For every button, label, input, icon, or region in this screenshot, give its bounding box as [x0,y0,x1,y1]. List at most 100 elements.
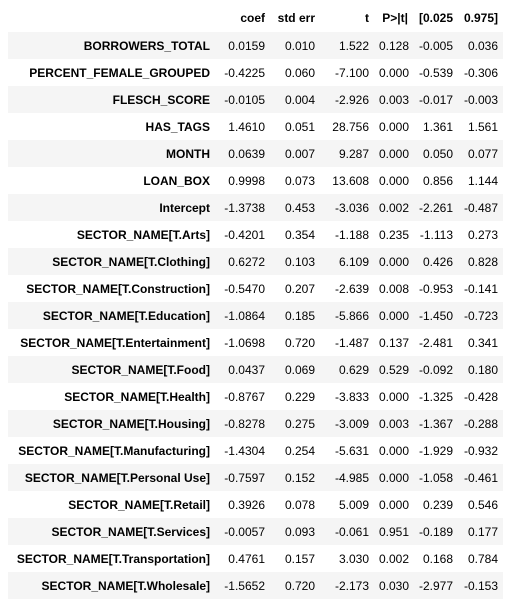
cell-ci-high: 0.341 [467,335,498,350]
cell-ci-high: -0.153 [463,578,498,593]
row-label: SECTOR_NAME[T.Clothing] [52,254,210,269]
cell-ci-high: -0.932 [463,443,498,458]
table-row: SECTOR_NAME[T.Services] -0.0057 0.093 -0.06… [8,518,503,545]
cell-t: 28.756 [332,119,369,134]
cell-p-value: 0.002 [379,200,410,215]
table-row: SECTOR_NAME[T.Manufacturing] -1.4304 0.254… [8,437,503,464]
cell-std-err: 0.010 [284,38,315,53]
cell-coef: -0.0057 [224,524,265,539]
cell-ci-low: -1.367 [418,416,453,431]
header-index [8,3,215,32]
table-row: LOAN_BOX 0.9998 0.073 13.608 0.000 0.856 1.144 [8,167,503,194]
cell-t: -2.926 [334,92,369,107]
cell-p-value: 0.529 [379,362,410,377]
cell-p-value: 0.002 [379,551,410,566]
cell-ci-low: -2.481 [418,335,453,350]
cell-coef: 1.4610 [228,119,265,134]
header-coef: coef [215,3,270,32]
row-label: SECTOR_NAME[T.Education] [42,308,210,323]
cell-ci-high: 0.177 [467,524,498,539]
cell-std-err: 0.004 [284,92,315,107]
header-p-value: P>|t| [374,3,413,32]
cell-ci-high: 0.546 [467,497,498,512]
row-label: SECTOR_NAME[T.Wholesale] [41,578,210,593]
row-label: FLESCH_SCORE [112,92,210,107]
cell-coef: 0.0159 [228,38,265,53]
cell-p-value: 0.235 [379,227,410,242]
cell-t: -0.061 [334,524,369,539]
cell-ci-low: 0.426 [422,254,453,269]
cell-ci-high: 0.180 [467,362,498,377]
regression-results-table: coef std err t P>|t| [0.025 0.975] BORRO… [8,3,503,599]
cell-coef: -0.4201 [224,227,265,242]
cell-std-err: 0.354 [284,227,315,242]
cell-std-err: 0.103 [284,254,315,269]
cell-ci-high: 0.784 [467,551,498,566]
row-label: BORROWERS_TOTAL [83,38,210,53]
cell-t: -2.173 [334,578,369,593]
cell-ci-low: -0.539 [418,65,453,80]
table-row: FLESCH_SCORE -0.0105 0.004 -2.926 0.003 -0.01… [8,86,503,113]
cell-t: 1.522 [338,38,369,53]
cell-p-value: 0.000 [379,497,410,512]
header-row: coef std err t P>|t| [0.025 0.975] [8,3,503,32]
cell-p-value: 0.030 [379,578,410,593]
cell-ci-low: 1.361 [422,119,453,134]
cell-t: -3.833 [334,389,369,404]
cell-std-err: 0.207 [284,281,315,296]
cell-std-err: 0.720 [284,578,315,593]
row-label: Intercept [159,200,210,215]
cell-t: -2.639 [334,281,369,296]
cell-ci-low: -1.325 [418,389,453,404]
cell-coef: -1.3738 [224,200,265,215]
table-row: HAS_TAGS 1.4610 0.051 28.756 0.000 1.361 1.561 [8,113,503,140]
cell-t: -5.866 [334,308,369,323]
cell-ci-low: 0.050 [422,146,453,161]
cell-std-err: 0.069 [284,362,315,377]
cell-coef: -0.4225 [224,65,265,80]
cell-coef: -0.8767 [224,389,265,404]
cell-std-err: 0.060 [284,65,315,80]
row-label: SECTOR_NAME[T.Entertainment] [20,335,210,350]
table-row: MONTH 0.0639 0.007 9.287 0.000 0.050 0.077 [8,140,503,167]
cell-t: -4.985 [334,470,369,485]
cell-coef: 0.0437 [228,362,265,377]
cell-ci-high: 0.273 [467,227,498,242]
table-row: SECTOR_NAME[T.Education] -1.0864 0.185 -5.8… [8,302,503,329]
cell-ci-low: -2.977 [418,578,453,593]
cell-coef: 0.0639 [228,146,265,161]
cell-coef: 0.9998 [228,173,265,188]
row-label: SECTOR_NAME[T.Health] [64,389,210,404]
cell-std-err: 0.275 [284,416,315,431]
cell-t: -7.100 [334,65,369,80]
cell-t: 13.608 [332,173,369,188]
cell-p-value: 0.000 [379,389,410,404]
cell-ci-low: -0.953 [418,281,453,296]
row-label: SECTOR_NAME[T.Manufacturing] [18,443,210,458]
cell-p-value: 0.000 [379,173,410,188]
table-row: PERCENT_FEMALE_GROUPED -0.4225 0.060 -7.100… [8,59,503,86]
row-label: SECTOR_NAME[T.Construction] [26,281,210,296]
cell-ci-high: -0.428 [463,389,498,404]
cell-ci-low: -0.017 [418,92,453,107]
cell-t: -3.009 [334,416,369,431]
cell-ci-low: -2.261 [418,200,453,215]
header-ci-low: [0.025 [413,3,458,32]
cell-p-value: 0.000 [379,443,410,458]
cell-t: 9.287 [338,146,369,161]
cell-std-err: 0.073 [284,173,315,188]
cell-t: -5.631 [334,443,369,458]
cell-ci-low: -0.092 [418,362,453,377]
cell-std-err: 0.093 [284,524,315,539]
table-row: BORROWERS_TOTAL 0.0159 0.010 1.522 0.128 -0.0… [8,32,503,59]
cell-ci-high: 0.077 [467,146,498,161]
cell-std-err: 0.051 [284,119,315,134]
cell-ci-high: -0.723 [463,308,498,323]
row-label: SECTOR_NAME[T.Personal Use] [24,470,210,485]
table-row: SECTOR_NAME[T.Arts] -0.4201 0.354 -1.188 0.2… [8,221,503,248]
row-label: LOAN_BOX [143,173,210,188]
table-row: SECTOR_NAME[T.Retail] 0.3926 0.078 5.009 0.0… [8,491,503,518]
cell-std-err: 0.007 [284,146,315,161]
table-row: SECTOR_NAME[T.Food] 0.0437 0.069 0.629 0.529… [8,356,503,383]
cell-std-err: 0.229 [284,389,315,404]
